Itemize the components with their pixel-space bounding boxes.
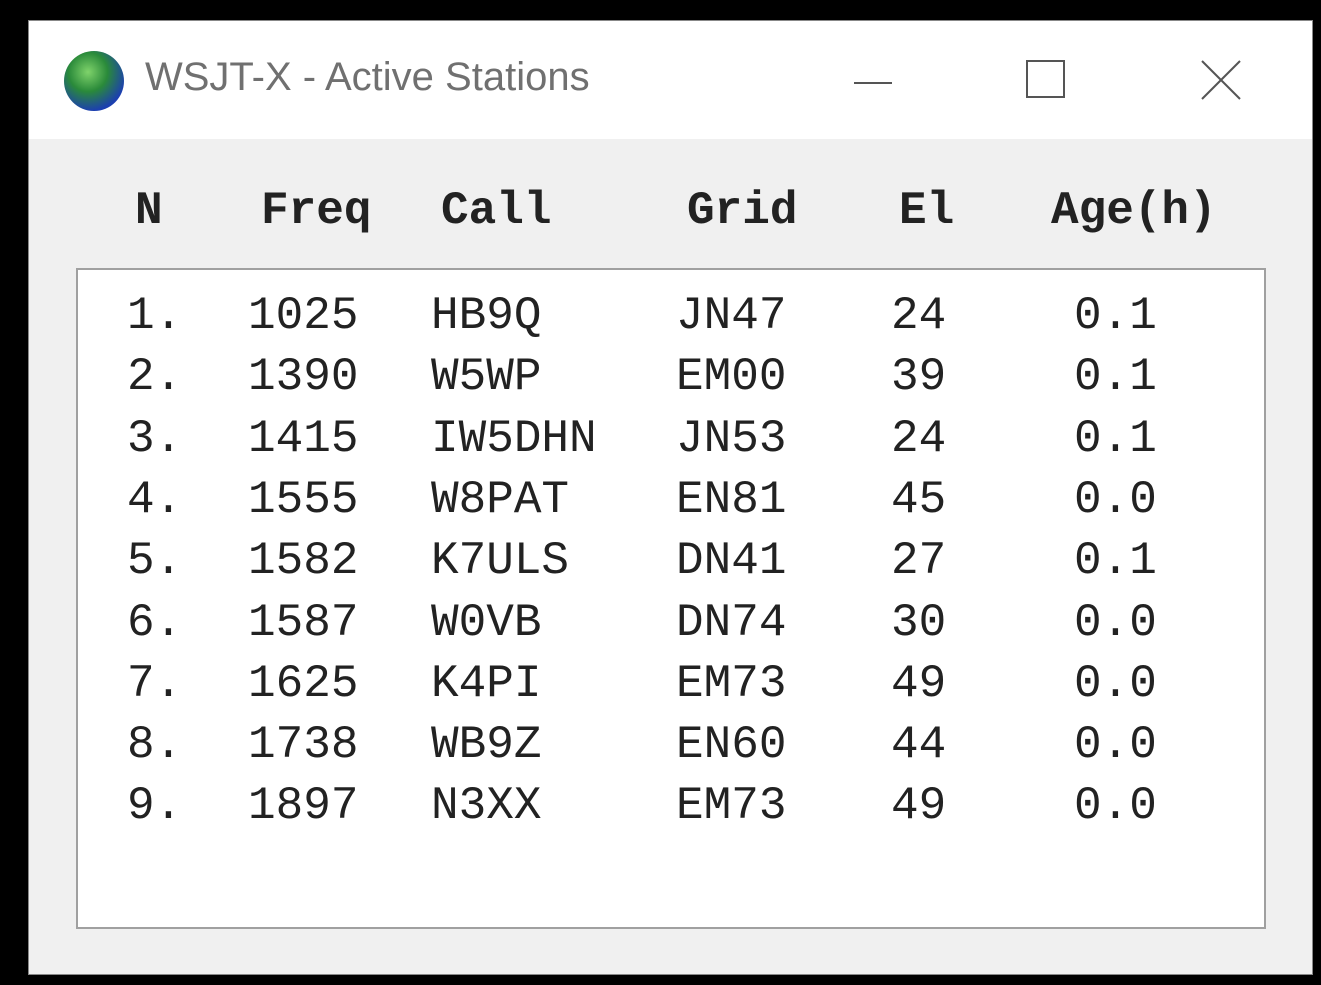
cell: 8. (127, 719, 183, 772)
cell: 1587 (248, 596, 359, 649)
cell: 1390 (248, 351, 359, 404)
maximize-button[interactable] (1026, 60, 1065, 98)
cell: 27 (891, 535, 947, 588)
cell: EM73 (676, 780, 787, 833)
cell: HB9Q (431, 290, 542, 342)
cell: 0.0 (1074, 657, 1157, 710)
column-header: Grid (687, 185, 798, 237)
cell: 4. (127, 473, 183, 526)
cell: JN47 (676, 290, 787, 342)
cell: 1897 (248, 780, 359, 833)
cell: 1738 (248, 719, 359, 772)
cell: IW5DHN (431, 412, 597, 465)
cell: 3. (127, 412, 183, 465)
title-icons (64, 51, 1241, 111)
column-header: El (899, 185, 955, 237)
cell: K7ULS (431, 535, 570, 588)
cell: 0.1 (1074, 412, 1157, 465)
cell: 5. (127, 535, 183, 588)
cell: 0.0 (1074, 780, 1157, 833)
cell: 0.1 (1074, 290, 1157, 342)
cell: 0.1 (1074, 351, 1157, 404)
cell: EM73 (676, 657, 787, 710)
column-header: Call (441, 185, 552, 237)
cell: N3XX (431, 780, 542, 833)
cell: K4PI (431, 657, 542, 710)
column-header: Freq (261, 185, 372, 237)
cell: 1415 (248, 412, 359, 465)
window-title: WSJT-X - Active Stations (145, 55, 590, 99)
cell: 1025 (248, 290, 359, 342)
cell: EN81 (676, 473, 787, 526)
title-bar: WSJT-X - Active Stations (29, 21, 1312, 139)
cell: 6. (127, 596, 183, 649)
cell: 7. (127, 657, 183, 710)
cell: 0.0 (1074, 719, 1157, 772)
window: WSJT-X - Active Stations 1. 1025 HB9Q JN47 2… (28, 20, 1313, 975)
cell: 2. (127, 351, 183, 404)
cell: 1. (127, 290, 183, 342)
cell: 0.0 (1074, 473, 1157, 526)
cell: 1625 (248, 657, 359, 710)
cell: 49 (891, 657, 947, 710)
cell: 0.1 (1074, 535, 1157, 588)
station-list[interactable]: 1. 1025 HB9Q JN47 24 0.1 2. 1390 W5WP EM00 39 0.1 3.… (76, 268, 1266, 929)
column-header: N (135, 185, 163, 237)
cell: 44 (891, 719, 947, 772)
cell: 1555 (248, 473, 359, 526)
cell: 0.0 (1074, 596, 1157, 649)
cell: WB9Z (431, 719, 542, 772)
cell: 49 (891, 780, 947, 833)
close-button[interactable] (1201, 60, 1241, 100)
cell: 30 (891, 596, 947, 649)
cell: DN41 (676, 535, 787, 588)
app-icon (64, 51, 124, 111)
cell: W8PAT (431, 473, 570, 526)
cell: DN74 (676, 596, 787, 649)
cell: 1582 (248, 535, 359, 588)
cell: EN60 (676, 719, 787, 772)
cell: 24 (891, 412, 947, 465)
cell: 39 (891, 351, 947, 404)
column-header: Age(h) (1051, 185, 1217, 237)
cell: 9. (127, 780, 183, 833)
cell: W0VB (431, 596, 542, 649)
cell: 24 (891, 290, 947, 342)
cell: W5WP (431, 351, 542, 404)
cell: EM00 (676, 351, 787, 404)
cell: 45 (891, 473, 947, 526)
cell: JN53 (676, 412, 787, 465)
